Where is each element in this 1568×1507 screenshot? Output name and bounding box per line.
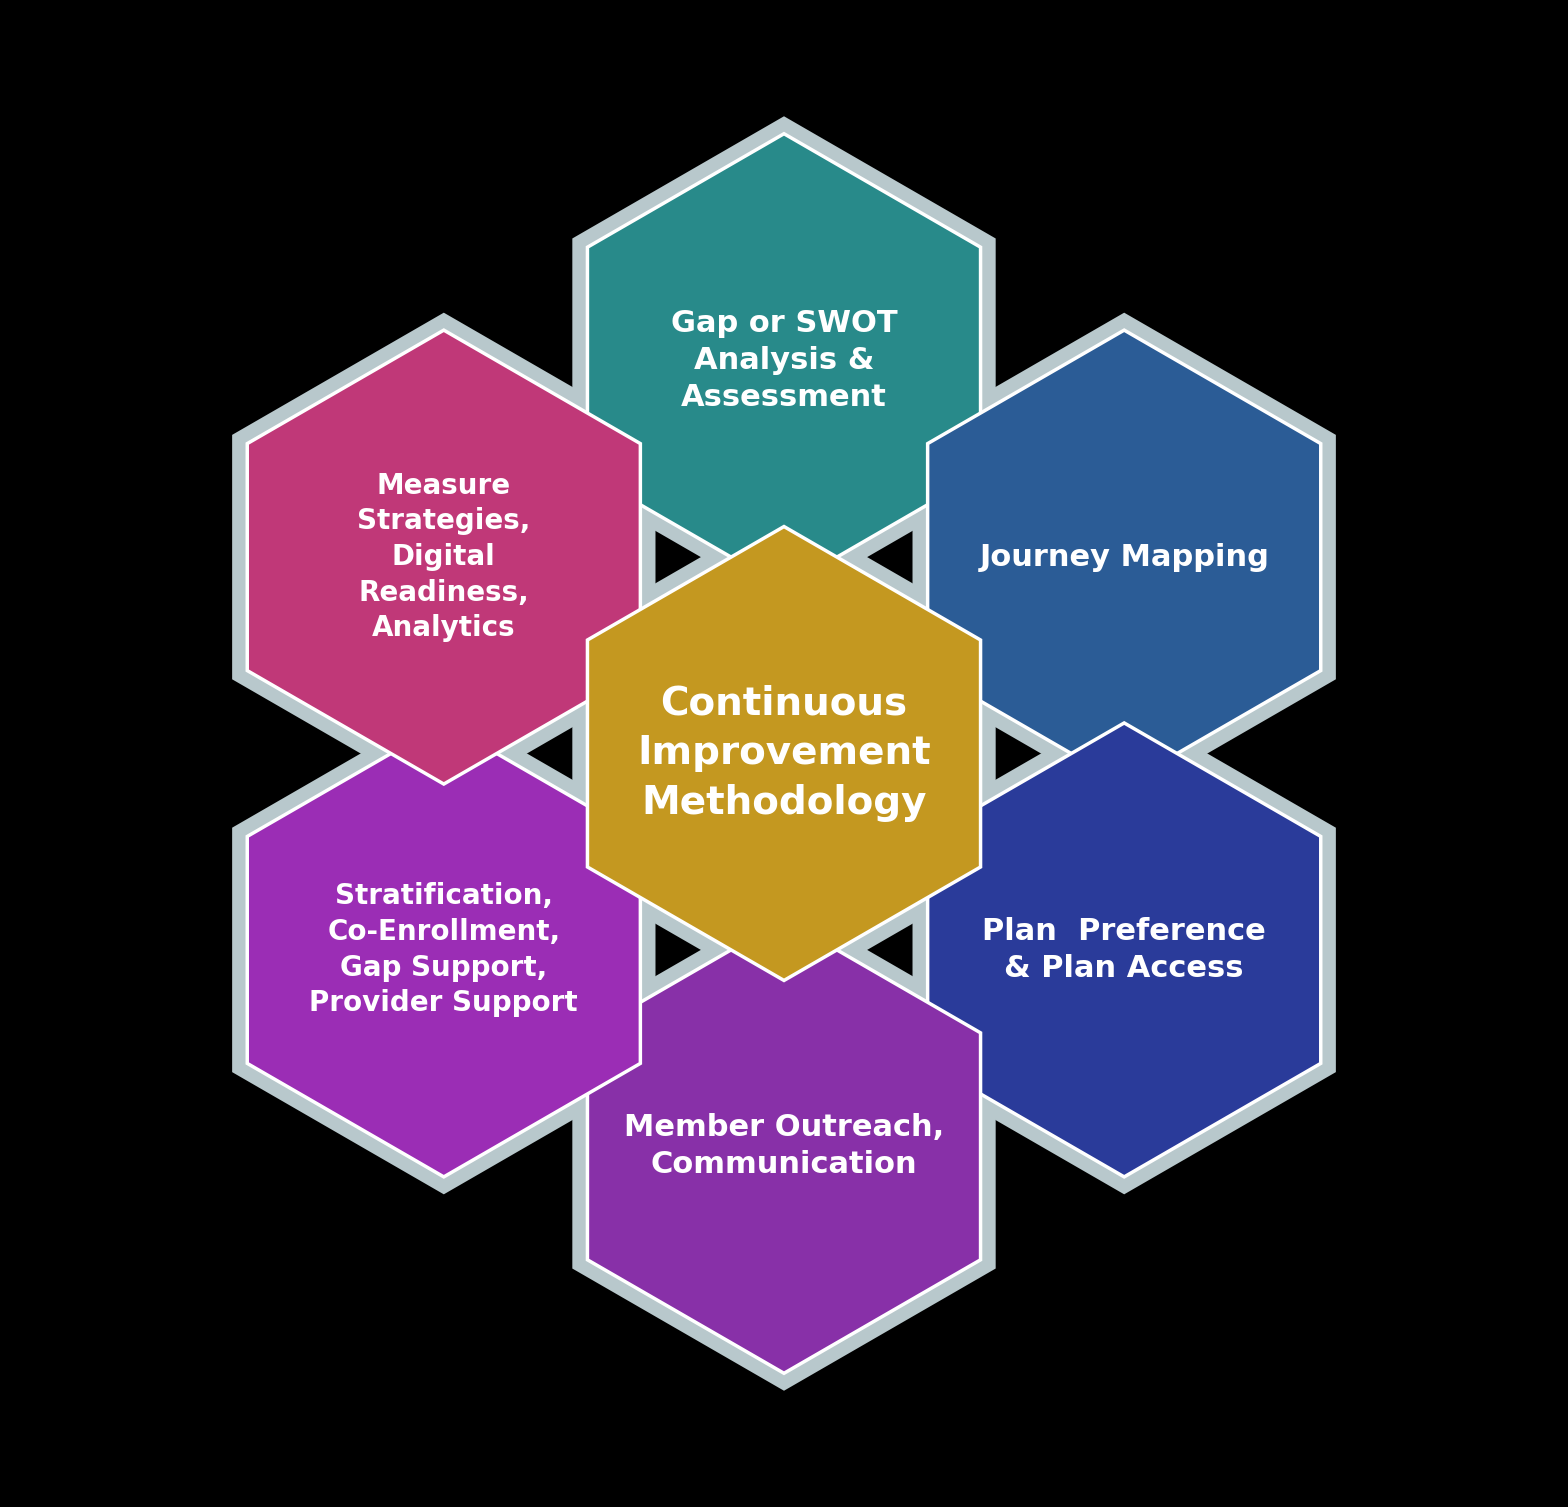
Polygon shape — [248, 330, 640, 784]
Text: Continuous
Improvement
Methodology: Continuous Improvement Methodology — [637, 684, 931, 823]
Polygon shape — [588, 134, 980, 588]
Polygon shape — [572, 116, 996, 606]
Polygon shape — [913, 312, 1336, 802]
Polygon shape — [232, 705, 655, 1195]
Polygon shape — [928, 723, 1320, 1177]
Text: Plan  Preference
& Plan Access: Plan Preference & Plan Access — [982, 916, 1265, 983]
Polygon shape — [588, 526, 980, 981]
Polygon shape — [232, 312, 655, 802]
Text: Journey Mapping: Journey Mapping — [980, 543, 1269, 571]
Polygon shape — [248, 723, 640, 1177]
Text: Measure
Strategies,
Digital
Readiness,
Analytics: Measure Strategies, Digital Readiness, A… — [358, 472, 530, 642]
Text: Gap or SWOT
Analysis &
Assessment: Gap or SWOT Analysis & Assessment — [671, 309, 897, 413]
Polygon shape — [913, 705, 1336, 1195]
Text: Member Outreach,
Communication: Member Outreach, Communication — [624, 1114, 944, 1180]
Polygon shape — [928, 330, 1320, 784]
Text: Stratification,
Co-Enrollment,
Gap Support,
Provider Support: Stratification, Co-Enrollment, Gap Suppo… — [309, 883, 579, 1017]
Polygon shape — [588, 919, 980, 1373]
Polygon shape — [572, 509, 996, 998]
Polygon shape — [572, 901, 996, 1391]
